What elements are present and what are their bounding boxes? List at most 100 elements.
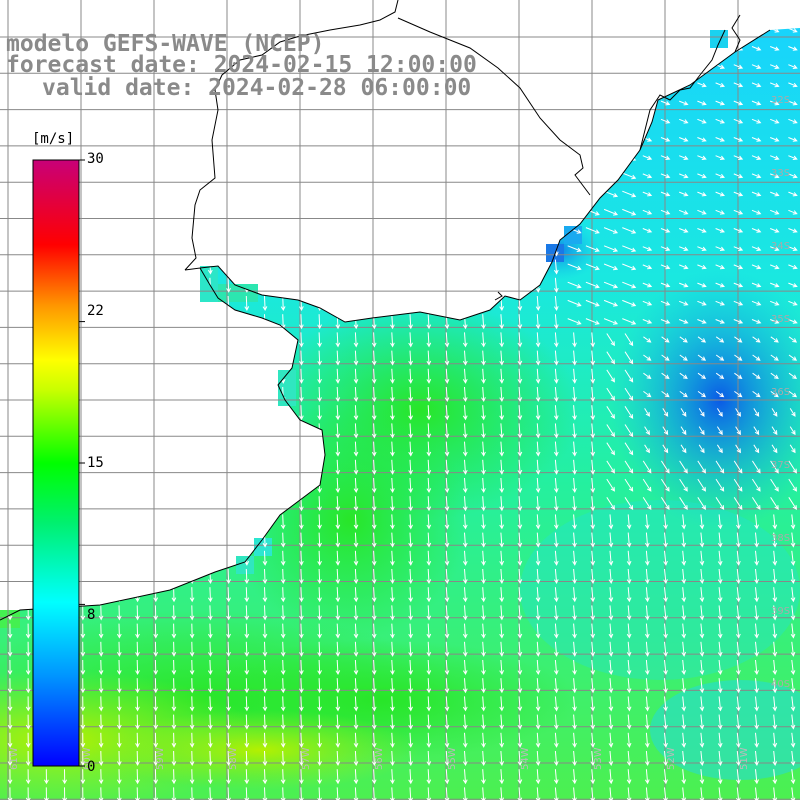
wind-arrow — [189, 532, 195, 548]
wind-arrow — [481, 368, 486, 384]
wind-arrow — [390, 532, 395, 548]
wind-arrow — [135, 532, 140, 548]
wind-arrow — [462, 532, 468, 548]
wind-arrow — [572, 496, 577, 512]
wind-arrow — [590, 696, 596, 712]
wind-arrow — [642, 478, 652, 492]
wind-arrow — [98, 514, 104, 530]
wind-arrow — [553, 769, 559, 785]
wind-arrow — [207, 678, 213, 694]
wind-arrow — [788, 300, 798, 306]
wind-arrow — [317, 113, 322, 130]
wind-arrow — [80, 368, 86, 384]
wind-arrow — [553, 295, 559, 312]
wind-arrow — [262, 423, 268, 439]
wind-arrow — [7, 696, 13, 712]
wind-arrow — [788, 460, 797, 474]
wind-arrow — [98, 386, 104, 403]
wind-arrow — [772, 769, 778, 785]
wind-arrow — [189, 514, 195, 530]
longitude-label: 58W — [228, 747, 239, 770]
wind-arrow — [444, 332, 450, 348]
wind-arrow — [353, 368, 359, 384]
wind-arrow — [517, 132, 523, 148]
wind-arrow — [317, 532, 322, 548]
wind-arrow — [116, 459, 122, 475]
longitude-label: 59W — [155, 747, 166, 770]
wind-arrow — [189, 641, 195, 657]
wind-arrow — [444, 477, 450, 494]
wind-arrow — [171, 623, 177, 639]
wind-arrow — [444, 750, 450, 767]
wind-arrow — [535, 295, 541, 312]
wind-arrow — [622, 172, 637, 180]
wind-arrow — [499, 605, 505, 621]
wind-arrow — [116, 514, 122, 530]
wind-arrow — [679, 246, 689, 251]
wind-arrow — [98, 132, 104, 148]
wind-arrow — [679, 354, 688, 361]
wind-arrow — [408, 714, 413, 730]
wind-arrow — [788, 497, 797, 510]
wind-arrow — [788, 246, 798, 251]
wind-arrow — [116, 332, 122, 348]
wind-arrow — [697, 228, 707, 233]
wind-arrow — [280, 150, 286, 166]
wind-arrow — [770, 155, 780, 160]
wind-arrow — [481, 350, 486, 366]
wind-arrow — [585, 299, 600, 307]
wind-arrow — [751, 264, 762, 270]
wind-arrow — [660, 319, 671, 324]
wind-arrow — [262, 550, 268, 566]
wind-arrow — [189, 314, 195, 330]
wind-arrow — [716, 444, 723, 454]
wind-arrow — [426, 659, 432, 676]
wind-arrow — [572, 641, 577, 657]
wind-arrow — [353, 132, 359, 148]
wind-arrow — [715, 118, 725, 124]
wind-arrow — [481, 113, 486, 130]
wind-arrow — [262, 623, 268, 639]
wind-arrow — [317, 659, 322, 676]
wind-arrow — [207, 459, 213, 475]
wind-arrow — [426, 477, 432, 494]
wind-arrow — [7, 241, 13, 257]
wind-arrow — [715, 336, 725, 343]
wind-arrow — [317, 769, 322, 785]
wind-arrow — [608, 714, 614, 730]
wind-arrow — [408, 477, 413, 494]
wind-arrow — [462, 605, 468, 621]
wind-arrow — [171, 641, 177, 657]
wind-arrow — [462, 550, 468, 566]
wind-arrow — [751, 246, 762, 251]
wind-arrow — [535, 350, 541, 366]
wind-arrow — [98, 168, 104, 184]
wind-arrow — [153, 696, 159, 712]
wind-arrow — [171, 750, 177, 767]
wind-arrow — [608, 514, 614, 530]
wind-arrow — [135, 277, 140, 293]
wind-arrow — [262, 477, 268, 494]
wind-arrow — [426, 714, 432, 730]
wind-arrow — [462, 259, 468, 275]
wind-arrow — [462, 277, 468, 293]
wind-arrow — [408, 787, 413, 800]
wind-arrow — [135, 787, 140, 800]
wind-arrow — [335, 732, 341, 748]
wind-arrow — [517, 150, 523, 166]
wind-arrow — [80, 186, 86, 202]
wind-arrow — [663, 678, 668, 694]
wind-arrow — [481, 623, 486, 639]
wind-arrow — [517, 568, 523, 585]
wind-arrow — [426, 277, 432, 293]
wind-arrow — [481, 423, 486, 439]
wind-arrow — [335, 623, 341, 639]
wind-arrow — [660, 191, 671, 197]
wind-arrow — [680, 444, 687, 454]
wind-arrow — [262, 204, 268, 221]
wind-arrow — [772, 514, 778, 530]
wind-arrow — [226, 769, 231, 785]
wind-arrow — [116, 350, 122, 366]
wind-arrow — [171, 423, 177, 439]
wind-arrow — [44, 769, 49, 785]
